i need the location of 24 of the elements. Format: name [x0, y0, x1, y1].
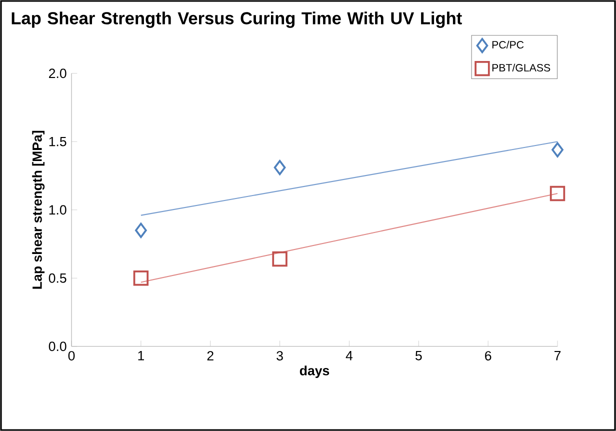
point [135, 222, 147, 238]
x-tick-label: 6 [485, 351, 492, 360]
x-tick-label: 3 [276, 351, 283, 360]
x-tick-label: 1 [138, 351, 144, 360]
legend-label: PC/PC [492, 40, 524, 49]
x-tick-label: 5 [416, 351, 422, 360]
y-tick-label: 1.5 [49, 136, 66, 146]
y-axis-title: Lap shear strength [MPa] [32, 130, 45, 289]
x-tick-label: 2 [207, 351, 214, 360]
y-tick-label: 1.0 [49, 205, 66, 215]
legend-label: PBT/GLASS [492, 64, 550, 72]
y-tick-label: 0.0 [48, 342, 66, 352]
x-tick-label: 0 [68, 351, 75, 360]
point [274, 160, 286, 176]
y-tick-label: 0.5 [48, 273, 66, 283]
x-axis-title: days [300, 366, 330, 378]
y-tick-label: 2.0 [49, 68, 66, 78]
point [550, 186, 566, 202]
point [552, 142, 564, 158]
x-tick-label: 4 [346, 351, 353, 360]
x-tick-label: 7 [554, 351, 561, 360]
point [272, 251, 288, 267]
chart-title: Lap Shear Strength Versus Curing Time With UV Light [12, 12, 462, 28]
point [133, 270, 149, 286]
